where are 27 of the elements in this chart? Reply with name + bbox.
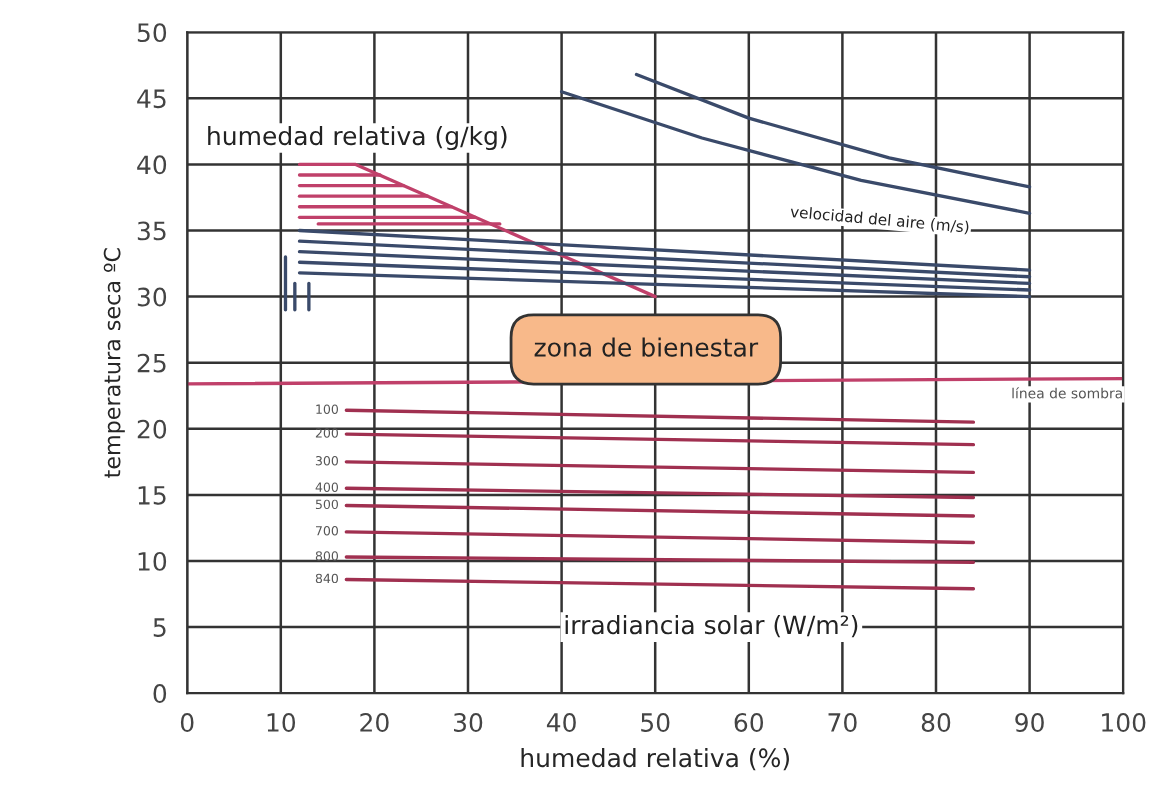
annotation: humedad relativa (g/kg) [208,125,507,151]
x-tick-label: 80 [921,713,951,732]
x-tick-label: 90 [1015,713,1044,732]
x-tick-label: 0 [180,713,194,732]
y-axis-title: temperatura seca ºC [103,248,125,478]
x-axis-title: humedad relativa (%) [521,747,789,771]
x-tick-label: 50 [641,713,670,732]
y-tick-label: 5 [153,618,166,637]
y-tick-label: 35 [137,221,166,241]
y-tick-label: 30 [137,287,167,307]
annotation: irradiancia solar (W/m²) [565,614,858,638]
y-tick-label: 45 [137,89,166,109]
x-tick-label: 60 [734,713,764,732]
x-tick-label: 40 [546,713,576,732]
x-tick-label: 20 [360,713,389,732]
y-tick-label: 10 [138,551,167,571]
y-tick-label: 40 [137,155,167,175]
annotation: zona de bienestar [534,337,759,357]
y-tick-label: 50 [137,23,167,43]
x-tick-label: 10 [267,713,296,732]
y-tick-label: 25 [137,353,166,373]
y-tick-label: 20 [137,419,167,439]
x-tick-label: 100 [1102,713,1146,732]
x-tick-label: 30 [454,713,483,732]
y-tick-label: 0 [153,684,167,704]
y-tick-label: 15 [138,486,166,505]
x-tick-label: 70 [828,713,857,732]
